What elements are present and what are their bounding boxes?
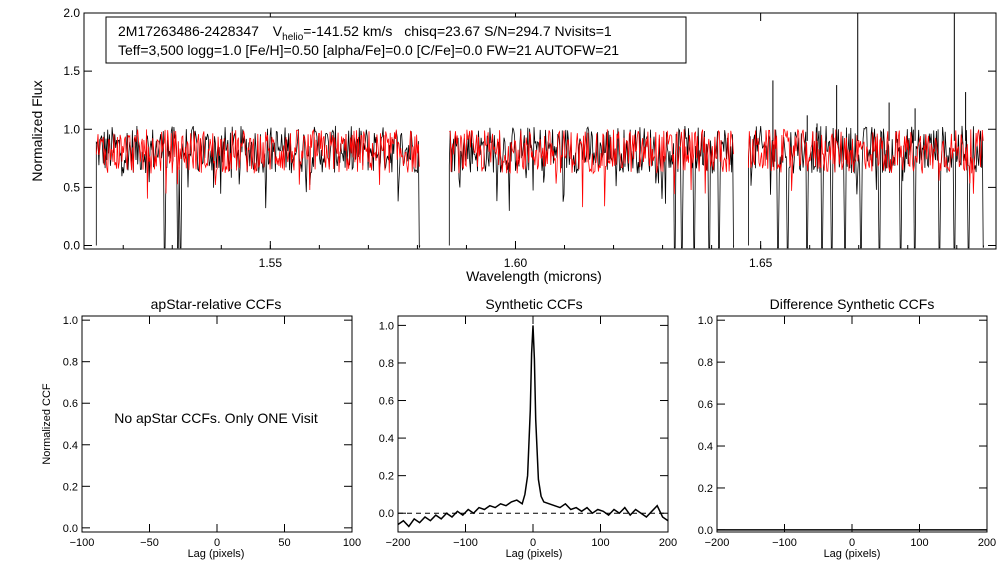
apstar-y-tick-label: 0.0: [63, 523, 78, 535]
spectrum-y-tick-label: 0.0: [63, 239, 80, 253]
difference-y-tick-label: 0.2: [698, 483, 713, 495]
apstar-y-tick-label: 0.6: [63, 398, 78, 410]
apstar-y-tick-label: 1.0: [63, 315, 78, 327]
synthetic-ccf-line: [397, 325, 669, 528]
spectrum-y-tick-label: 0.5: [63, 180, 80, 194]
synthetic-y-tick-label: 0.4: [379, 433, 394, 445]
fit-stats: chisq=23.67 S/N=294.7 Nvisits=1: [404, 23, 612, 39]
star-id: 2M17263486-2428347: [118, 23, 259, 39]
difference-y-tick-label: 0.6: [698, 399, 713, 411]
synthetic-ccf-panel: Synthetic CCFs −200 −100 0 100 200 0.0 0.2 0.4 0…: [379, 296, 677, 560]
spectrum-x-tick-label: 1.65: [749, 256, 773, 270]
apstar-x-tick-label: 100: [343, 537, 361, 549]
spectrum-info-box: 2M17263486-2428347 Vhelio=-141.52 km/s c…: [105, 16, 687, 64]
synthetic-title: Synthetic CCFs: [485, 296, 582, 312]
synthetic-axes: −200 −100 0 100 200 0.0 0.2 0.4 0.6 0.8 1.0: [379, 316, 677, 549]
velocity-value: =-141.52 km/s: [303, 23, 392, 39]
difference-y-tick-label: 0.0: [698, 525, 713, 537]
spectrum-y-tick-label: 2.0: [63, 6, 80, 20]
apstar-x-tick-label: 50: [278, 537, 290, 549]
spectrum-axes: 1.55 1.60 1.65 0.0 0.5 1.0 1.5 2.0: [63, 6, 996, 270]
apstar-x-label: Lag (pixels): [188, 548, 245, 560]
stellar-params: Teff=3,500 logg=1.0 [Fe/H]=0.50 [alpha/F…: [118, 42, 619, 58]
apstar-title: apStar-relative CCFs: [151, 296, 282, 312]
synthetic-series-group: [397, 325, 669, 528]
synthetic-y-tick-label: 0.8: [379, 358, 394, 370]
synthetic-y-tick-label: 1.0: [379, 320, 394, 332]
spectrum-synthetic-chip-3: [748, 128, 984, 194]
difference-x-tick-label: 200: [978, 537, 996, 549]
spectrum-observed-chip-3: [748, 125, 985, 249]
synthetic-y-tick-label: 0.6: [379, 396, 394, 408]
synthetic-x-label: Lag (pixels): [506, 548, 563, 560]
spectrum-x-label: Wavelength (microns): [466, 268, 602, 284]
spectrum-y-tick-label: 1.0: [63, 122, 80, 136]
velocity-subscript: helio: [282, 32, 304, 43]
apstar-y-tick-label: 0.2: [63, 481, 78, 493]
info-box-frame: [105, 16, 687, 64]
difference-y-tick-label: 0.4: [698, 441, 713, 453]
difference-plot-frame: [716, 315, 988, 533]
difference-axes: −200 −100 0 100 200 0.0 0.2 0.4 0.6 0.8 1.0: [698, 315, 996, 549]
synthetic-y-tick-label: 0.2: [379, 471, 394, 483]
spectrum-panel: 1.55 1.60 1.65 0.0 0.5 1.0 1.5 2.0 2M17263486-2…: [29, 6, 997, 284]
spectrum-x-tick-label: 1.55: [259, 256, 283, 270]
synthetic-x-tick-label: 200: [659, 537, 677, 549]
synthetic-plot-frame: [397, 315, 669, 533]
synthetic-x-tick-label: −200: [386, 537, 411, 549]
difference-ccf-panel: Difference Synthetic CCFs −200 −100 0 100 20…: [698, 296, 996, 560]
spectrum-plot-frame: [83, 12, 997, 250]
difference-title: Difference Synthetic CCFs: [770, 296, 935, 312]
spectrum-series-group: [95, 13, 985, 249]
difference-y-tick-label: 0.8: [698, 357, 713, 369]
apstar-ccf-panel: apStar-relative CCFs −100 −50 0 50 100 0.0 0.2…: [41, 296, 361, 560]
spectrum-y-tick-label: 1.5: [63, 64, 80, 78]
svg-text:2M17263486-2428347 Vhe: 2M17263486-2428347 Vhelio=-141.52 km/s c…: [118, 23, 612, 43]
spectrum-synthetic-chip-2: [449, 129, 734, 208]
apstar-x-tick-label: −50: [140, 537, 159, 549]
spectrum-y-label: Normalized Flux: [29, 80, 45, 181]
apstar-x-tick-label: 0: [214, 537, 220, 549]
difference-x-tick-label: −200: [705, 537, 730, 549]
difference-x-tick-label: −100: [772, 537, 797, 549]
difference-y-tick-label: 1.0: [698, 315, 713, 327]
apstar-y-tick-label: 0.4: [63, 440, 78, 452]
apstar-y-tick-label: 0.8: [63, 357, 78, 369]
difference-x-label: Lag (pixels): [824, 548, 881, 560]
synthetic-x-tick-label: 100: [591, 537, 609, 549]
difference-x-tick-label: 0: [849, 537, 855, 549]
spectrum-x-tick-label: 1.60: [504, 256, 528, 270]
apstar-annotation: No apStar CCFs. Only ONE Visit: [114, 410, 318, 426]
synthetic-x-tick-label: 0: [530, 537, 536, 549]
apstar-y-label: Normalized CCF: [41, 383, 53, 465]
synthetic-x-tick-label: −100: [453, 537, 478, 549]
difference-x-tick-label: 100: [910, 537, 928, 549]
synthetic-y-tick-label: 0.0: [379, 508, 394, 520]
apstar-axes: −100 −50 0 50 100 0.0 0.2 0.4 0.6 0.8 1.0: [63, 315, 361, 549]
spectrum-synthetic-chip-1: [95, 128, 420, 199]
velocity-label: V: [273, 23, 283, 39]
spectrum-observed-chip-2: [448, 125, 735, 249]
apstar-x-tick-label: −100: [70, 537, 95, 549]
